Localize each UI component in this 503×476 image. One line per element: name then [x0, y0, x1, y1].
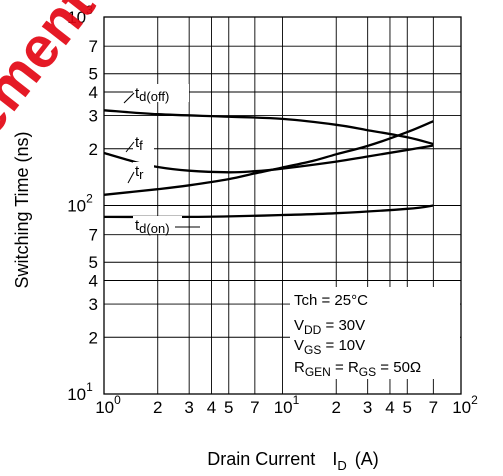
y-tick-label: 4: [89, 272, 98, 291]
x-tick-label: 7: [429, 398, 438, 417]
condition-line: VGS = 10V: [294, 337, 365, 357]
y-tick-label: 5: [89, 253, 98, 272]
curve-label-leader: [125, 141, 135, 153]
x-tick-label: 3: [184, 398, 193, 417]
curve-label-background: [133, 162, 154, 180]
y-tick-label: 7: [89, 37, 98, 56]
condition-line: VDD = 30V: [294, 317, 365, 337]
x-tick-label: 102: [452, 393, 478, 417]
x-tick-label: 2: [331, 398, 340, 417]
x-tick-label: 5: [403, 398, 412, 417]
condition-line: Tch = 25°C: [294, 292, 368, 309]
x-tick-label: 4: [207, 398, 216, 417]
curve-label-leader: [127, 171, 135, 184]
y-tick-label: 7: [89, 226, 98, 245]
x-tick-label: 5: [224, 398, 233, 417]
curve-labels: td(off) tf tr td(on): [123, 84, 200, 236]
curve-label-background: [133, 84, 189, 102]
curve-label-leader: [123, 92, 135, 104]
series-line-tdoff: [103, 109, 434, 146]
y-tick-label: 3: [89, 295, 98, 314]
y-tick-label: 5: [89, 65, 98, 84]
x-axis-label-subscript: D: [337, 458, 346, 473]
x-tick-labels: 100 2 3 4 5 7 101 2 3 4 5 7 102: [95, 393, 478, 417]
curve-label-tdon: td(on): [135, 217, 170, 236]
curve-label-tf: tf: [135, 134, 143, 153]
x-tick-label: 3: [363, 398, 372, 417]
series-line-tdon: [103, 204, 434, 219]
curve-label-tdoff: td(off): [135, 85, 169, 104]
x-axis-label: Drain Current ID (A): [207, 449, 378, 473]
x-tick-label: 2: [153, 398, 162, 417]
y-tick-label: 102: [67, 192, 93, 216]
y-tick-label: 103: [67, 3, 93, 27]
conditions-background: [290, 287, 460, 379]
x-tick-label: 100: [95, 393, 121, 417]
y-axis-label: Switching Time (ns): [12, 131, 32, 288]
x-tick-label: 7: [250, 398, 259, 417]
series-line-tr: [103, 120, 434, 196]
condition-line: RGEN = RGS = 50Ω: [294, 359, 421, 379]
curve-label-tr: tr: [135, 163, 144, 182]
x-axis-label-unit: (A): [355, 449, 379, 469]
x-tick-label: 101: [274, 393, 300, 417]
y-tick-label: 101: [67, 380, 93, 404]
y-tick-label: 2: [89, 140, 98, 159]
x-axis-label-symbol: I: [332, 449, 337, 469]
y-tick-label: 2: [89, 328, 98, 347]
plot-frame: [103, 16, 462, 395]
curve-label-background: [133, 133, 154, 151]
curve-label-background: [133, 216, 182, 234]
x-axis-label-text: Drain Current: [207, 449, 315, 469]
y-tick-label: 3: [89, 107, 98, 126]
y-tick-label: 4: [89, 83, 98, 102]
x-tick-label: 4: [385, 398, 394, 417]
